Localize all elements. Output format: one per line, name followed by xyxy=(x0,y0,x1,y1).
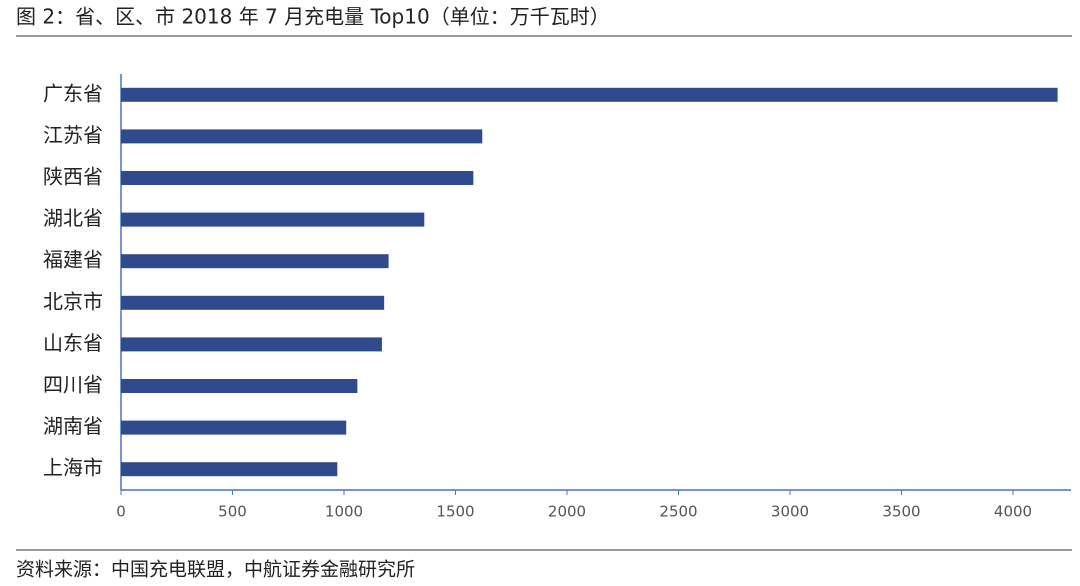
bar xyxy=(121,254,389,269)
x-tick-label: 2500 xyxy=(659,503,697,521)
x-tick-label: 1000 xyxy=(325,503,363,521)
x-tick-label: 3000 xyxy=(771,503,809,521)
bar xyxy=(121,295,385,310)
x-tick-label: 3500 xyxy=(882,503,920,521)
bar xyxy=(121,379,358,393)
x-tick-label: 0 xyxy=(116,503,126,521)
y-tick-label: 福建省 xyxy=(43,248,103,272)
y-tick-label: 上海市 xyxy=(43,456,103,480)
bar xyxy=(121,212,425,227)
y-tick-label: 湖北省 xyxy=(43,206,103,230)
bar xyxy=(121,337,382,352)
bar xyxy=(121,462,338,477)
x-tick-label: 4000 xyxy=(994,503,1032,521)
source-note: 资料来源：中国充电联盟，中航证券金融研究所 xyxy=(16,559,415,581)
y-tick-label: 陕西省 xyxy=(43,165,103,189)
y-tick-label: 湖南省 xyxy=(43,414,103,438)
y-tick-label: 四川省 xyxy=(43,373,103,397)
y-tick-label: 广东省 xyxy=(43,81,103,105)
x-tick-label: 1500 xyxy=(436,503,474,521)
x-tick-label: 2000 xyxy=(548,503,586,521)
y-tick-label: 山东省 xyxy=(43,331,103,355)
bar xyxy=(121,420,347,435)
y-tick-label: 北京市 xyxy=(43,289,103,313)
y-tick-label: 江苏省 xyxy=(43,123,103,147)
bar xyxy=(121,171,474,185)
chart-title: 图 2：省、区、市 2018 年 7 月充电量 Top10（单位：万千瓦时） xyxy=(16,5,610,29)
x-tick-label: 500 xyxy=(218,503,247,521)
bar xyxy=(121,129,483,144)
bar xyxy=(121,87,1058,102)
